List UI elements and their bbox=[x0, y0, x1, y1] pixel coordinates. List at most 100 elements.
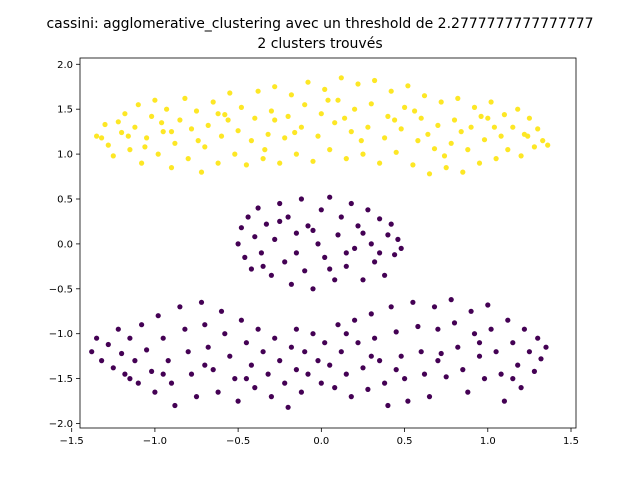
data-point-c1-98 bbox=[293, 367, 299, 373]
x-tick-label: 0.5 bbox=[397, 436, 413, 447]
data-point-c1-149 bbox=[505, 317, 511, 323]
data-point-c0-118 bbox=[425, 131, 431, 137]
data-point-c0-41 bbox=[268, 108, 274, 114]
data-point-c1-165 bbox=[435, 358, 441, 364]
data-point-c0-64 bbox=[365, 124, 371, 130]
data-point-c0-31 bbox=[227, 90, 233, 96]
data-point-c1-34 bbox=[372, 259, 378, 265]
data-point-c1-25 bbox=[335, 232, 341, 238]
data-point-c1-10 bbox=[272, 236, 278, 242]
data-point-c1-17 bbox=[302, 268, 308, 274]
data-point-c1-169 bbox=[368, 353, 374, 359]
data-point-c0-27 bbox=[210, 99, 216, 105]
data-point-c0-7 bbox=[127, 147, 133, 153]
data-point-c1-113 bbox=[355, 340, 361, 346]
data-point-c1-28 bbox=[348, 200, 354, 207]
data-point-c0-92 bbox=[481, 137, 488, 143]
data-point-c0-46 bbox=[288, 92, 294, 98]
data-point-c0-72 bbox=[398, 126, 404, 132]
data-point-c0-58 bbox=[338, 75, 344, 81]
data-point-c0-8 bbox=[132, 124, 138, 130]
data-point-c0-61 bbox=[352, 106, 358, 112]
data-point-c1-125 bbox=[405, 398, 411, 404]
data-point-c0-94 bbox=[488, 99, 494, 105]
data-point-c1-76 bbox=[202, 322, 208, 328]
data-point-c0-1 bbox=[102, 121, 108, 128]
data-point-c1-47 bbox=[360, 230, 366, 236]
data-point-c0-100 bbox=[515, 106, 521, 112]
data-point-c1-95 bbox=[282, 380, 288, 386]
data-point-c1-20 bbox=[315, 241, 321, 247]
data-point-c0-11 bbox=[144, 135, 150, 141]
x-tick-label: 1.0 bbox=[480, 436, 496, 447]
data-point-c1-60 bbox=[135, 380, 141, 386]
data-point-c1-53 bbox=[105, 341, 111, 348]
data-point-c1-143 bbox=[481, 376, 488, 382]
data-point-c1-152 bbox=[518, 385, 524, 391]
data-point-c1-38 bbox=[388, 221, 394, 227]
data-point-c0-116 bbox=[358, 138, 364, 144]
data-point-c0-84 bbox=[448, 140, 454, 146]
data-point-c1-62 bbox=[144, 347, 150, 353]
data-point-c1-64 bbox=[152, 389, 158, 395]
data-point-c1-29 bbox=[352, 245, 358, 251]
data-point-c0-26 bbox=[205, 122, 211, 128]
data-point-c1-84 bbox=[235, 398, 241, 404]
x-tick-label: −1.0 bbox=[143, 436, 167, 447]
data-point-c1-162 bbox=[293, 326, 299, 332]
axes-layer: −1.5 −1.0 −0.5 0.0 0.5 1.0 1.5 −2.0 −1.5 −1.0 −0.5… bbox=[49, 57, 579, 447]
data-point-c0-12 bbox=[149, 113, 155, 119]
data-point-c1-102 bbox=[310, 331, 316, 337]
data-point-c0-110 bbox=[159, 120, 165, 126]
data-point-c1-14 bbox=[288, 281, 294, 287]
data-point-c1-54 bbox=[110, 365, 116, 371]
data-point-c1-0 bbox=[235, 241, 241, 247]
data-point-c0-21 bbox=[185, 156, 191, 162]
data-point-c1-1 bbox=[238, 225, 244, 231]
data-point-c1-19 bbox=[310, 286, 316, 292]
data-point-c1-12 bbox=[282, 259, 288, 265]
data-point-c1-130 bbox=[426, 394, 433, 400]
data-point-c1-46 bbox=[327, 266, 333, 272]
data-point-c1-107 bbox=[332, 385, 338, 391]
y-tick-label: 1.0 bbox=[57, 150, 73, 161]
data-point-c0-89 bbox=[468, 124, 474, 130]
data-point-c1-163 bbox=[343, 331, 349, 337]
data-point-c1-93 bbox=[272, 335, 278, 341]
data-point-c1-166 bbox=[476, 340, 483, 346]
data-point-c1-157 bbox=[538, 356, 544, 362]
data-point-c0-30 bbox=[222, 112, 228, 118]
data-point-c1-49 bbox=[377, 250, 383, 256]
x-tick-label: 1.5 bbox=[563, 436, 579, 447]
data-point-c0-98 bbox=[505, 147, 511, 153]
data-point-c1-129 bbox=[421, 371, 428, 377]
data-point-c0-16 bbox=[164, 106, 170, 112]
data-point-c1-72 bbox=[185, 349, 191, 355]
data-point-c1-90 bbox=[260, 349, 266, 355]
data-point-c1-142 bbox=[476, 353, 483, 359]
data-point-c1-158 bbox=[543, 344, 549, 350]
data-point-c0-91 bbox=[476, 160, 483, 166]
data-point-c0-37 bbox=[252, 115, 258, 121]
data-point-c1-13 bbox=[285, 214, 291, 220]
data-point-c1-27 bbox=[343, 263, 349, 269]
data-point-c0-28 bbox=[215, 160, 221, 166]
data-point-c0-42 bbox=[272, 84, 278, 90]
data-point-c0-70 bbox=[388, 88, 394, 94]
data-point-c0-81 bbox=[435, 122, 441, 128]
data-point-c1-132 bbox=[435, 326, 441, 332]
data-point-c0-33 bbox=[235, 128, 241, 134]
data-point-c0-121 bbox=[525, 133, 531, 139]
data-point-c0-129 bbox=[441, 153, 448, 159]
data-point-c0-6 bbox=[122, 111, 128, 117]
data-point-c0-50 bbox=[305, 79, 311, 85]
data-point-c0-49 bbox=[302, 102, 308, 108]
data-point-c1-82 bbox=[227, 353, 233, 359]
data-point-c0-111 bbox=[195, 138, 201, 144]
data-point-c1-70 bbox=[177, 304, 183, 310]
data-point-c1-104 bbox=[318, 380, 324, 386]
data-point-c0-10 bbox=[139, 160, 145, 166]
data-point-c1-41 bbox=[398, 245, 404, 251]
data-point-c0-5 bbox=[119, 129, 125, 136]
data-point-c0-79 bbox=[426, 171, 433, 177]
